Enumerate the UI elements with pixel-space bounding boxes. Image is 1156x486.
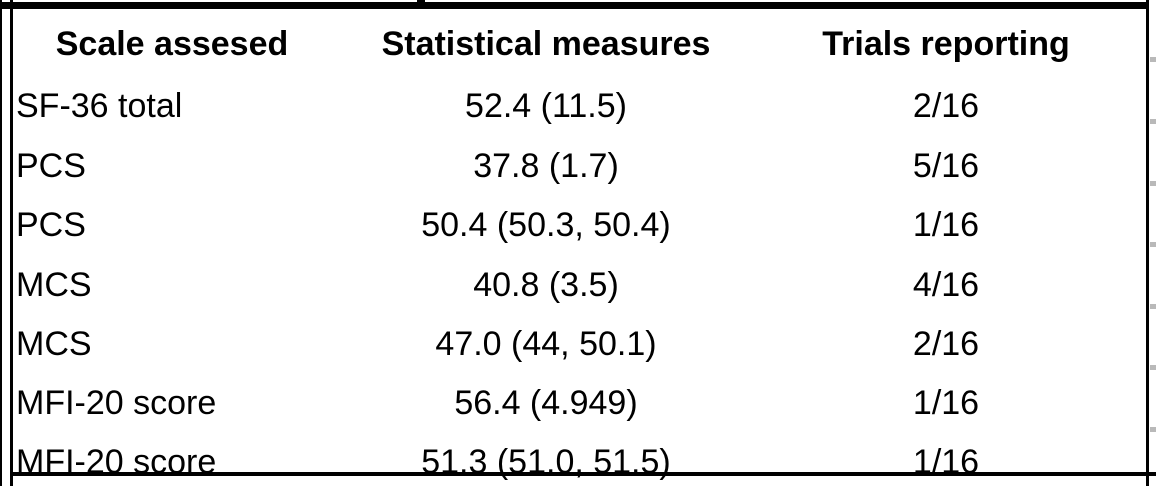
cell-trials: 2/16	[912, 325, 980, 363]
table-row: PCS 37.8 (1.7) 5/16	[13, 136, 1146, 196]
table-row: PCS 50.4 (50.3, 50.4) 1/16	[13, 195, 1146, 255]
cell-trials: 1/16	[912, 443, 980, 481]
table-header-row: Scale assesed Statistical measures Trial…	[13, 14, 1146, 74]
header-spacer	[1131, 14, 1146, 74]
cell-scale: SF-36 total	[16, 87, 183, 125]
table-row: MCS 47.0 (44, 50.1) 2/16	[13, 314, 1146, 374]
header-scale-assessed: Scale assesed	[55, 25, 289, 63]
cell-measure: 51.3 (51.0, 51.5)	[421, 443, 671, 481]
table-top-rule	[0, 2, 1149, 9]
header-statistical-measures: Statistical measures	[381, 25, 711, 63]
row-boundary-tick	[1150, 119, 1156, 124]
cell-trials: 4/16	[912, 266, 980, 304]
cell-spacer	[1131, 432, 1146, 486]
cell-spacer	[1131, 314, 1146, 374]
table-row: MCS 40.8 (3.5) 4/16	[13, 255, 1146, 315]
cell-scale: PCS	[16, 147, 86, 185]
cell-measure: 50.4 (50.3, 50.4)	[421, 206, 671, 244]
row-boundary-tick	[1150, 181, 1156, 186]
table-bottom-rule	[11, 472, 1156, 476]
cell-trials: 5/16	[912, 147, 980, 185]
cell-trials: 1/16	[912, 206, 980, 244]
cell-measure: 40.8 (3.5)	[473, 266, 619, 304]
table-right-border	[1146, 0, 1149, 486]
cell-trials: 2/16	[912, 87, 980, 125]
cell-scale: MFI-20 score	[16, 384, 217, 422]
cell-measure: 37.8 (1.7)	[473, 147, 619, 185]
results-table: Scale assesed Statistical measures Trial…	[13, 0, 1146, 486]
cell-spacer	[1131, 195, 1146, 255]
cell-measure: 47.0 (44, 50.1)	[435, 325, 657, 363]
outer-left-rule	[0, 0, 2, 486]
cell-measure: 52.4 (11.5)	[465, 87, 627, 125]
cell-scale: MCS	[16, 325, 92, 363]
cell-spacer	[1131, 255, 1146, 315]
cell-spacer	[1131, 76, 1146, 136]
cell-spacer	[1131, 136, 1146, 196]
row-boundary-tick	[1150, 242, 1156, 247]
cropped-row-divider-remnant	[417, 0, 425, 9]
row-boundary-tick	[1150, 57, 1156, 62]
cell-scale: MCS	[16, 266, 92, 304]
cell-trials: 1/16	[912, 384, 980, 422]
cell-spacer	[1131, 373, 1146, 433]
cell-scale: PCS	[16, 206, 86, 244]
header-trials-reporting: Trials reporting	[822, 25, 1070, 63]
cell-scale: MFI-20 score	[16, 443, 217, 481]
table-row: MFI-20 score 51.3 (51.0, 51.5) 1/16	[13, 432, 1146, 486]
row-boundary-tick	[1150, 427, 1156, 432]
table-row: SF-36 total 52.4 (11.5) 2/16	[13, 76, 1146, 136]
table-row: MFI-20 score 56.4 (4.949) 1/16	[13, 373, 1146, 433]
table-left-border	[10, 0, 13, 486]
row-boundary-tick	[1150, 365, 1156, 370]
cell-measure: 56.4 (4.949)	[454, 384, 638, 422]
row-boundary-tick	[1150, 304, 1156, 309]
